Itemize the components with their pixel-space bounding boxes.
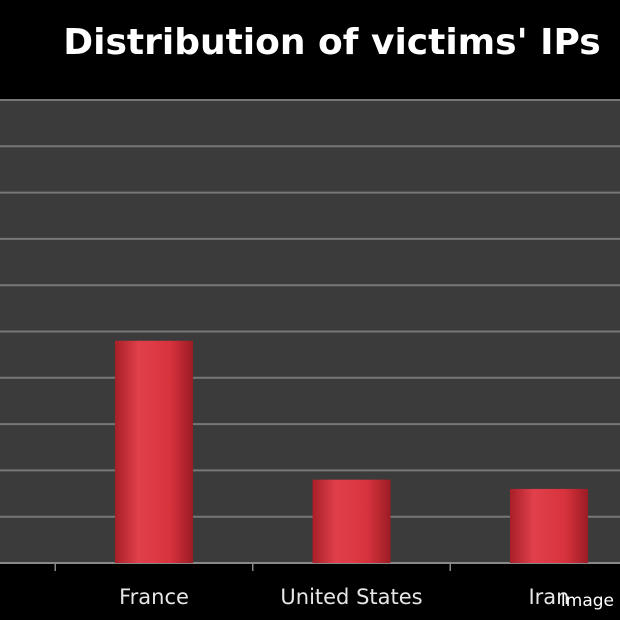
bar [510,488,588,563]
x-tick-label: France [119,585,189,609]
x-tick-label: United States [280,585,422,609]
x-tick-label: Iran [528,585,569,609]
bar [115,340,193,563]
bar [312,479,391,563]
watermark: Image [561,591,614,611]
chart-title: Distribution of victims' IPs [63,22,601,63]
